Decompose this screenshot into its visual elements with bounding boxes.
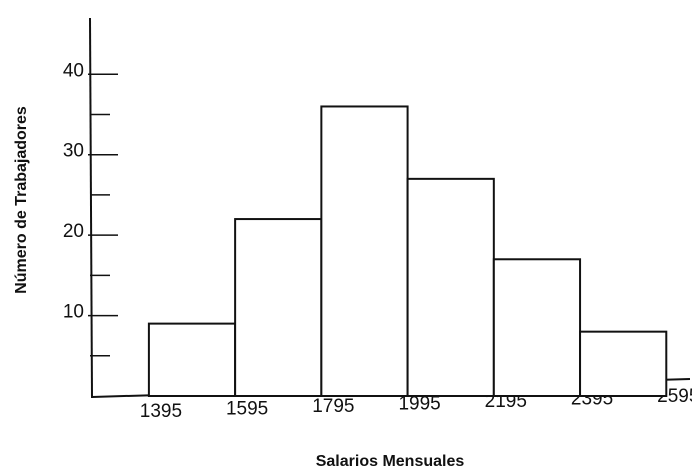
bar (320, 105, 409, 398)
bar (492, 258, 582, 397)
bar (406, 177, 495, 397)
y-tick-label: 20 (63, 221, 84, 242)
x-tick-label: 1395 (140, 401, 182, 422)
x-tick-label: 1995 (398, 394, 440, 415)
bar (579, 330, 668, 397)
y-tick-label: 30 (63, 141, 84, 162)
bar (234, 218, 323, 397)
bar (147, 322, 237, 398)
x-tick-label: 1795 (312, 396, 354, 417)
y-axis (89, 17, 93, 399)
x-axis-title: Salarios Mensuales (316, 453, 465, 470)
y-axis-title: Número de Trabajadores (13, 106, 30, 294)
y-tick-label: 40 (63, 60, 84, 81)
x-tick-label: 1595 (226, 399, 268, 420)
y-tick-label: 10 (63, 302, 84, 323)
